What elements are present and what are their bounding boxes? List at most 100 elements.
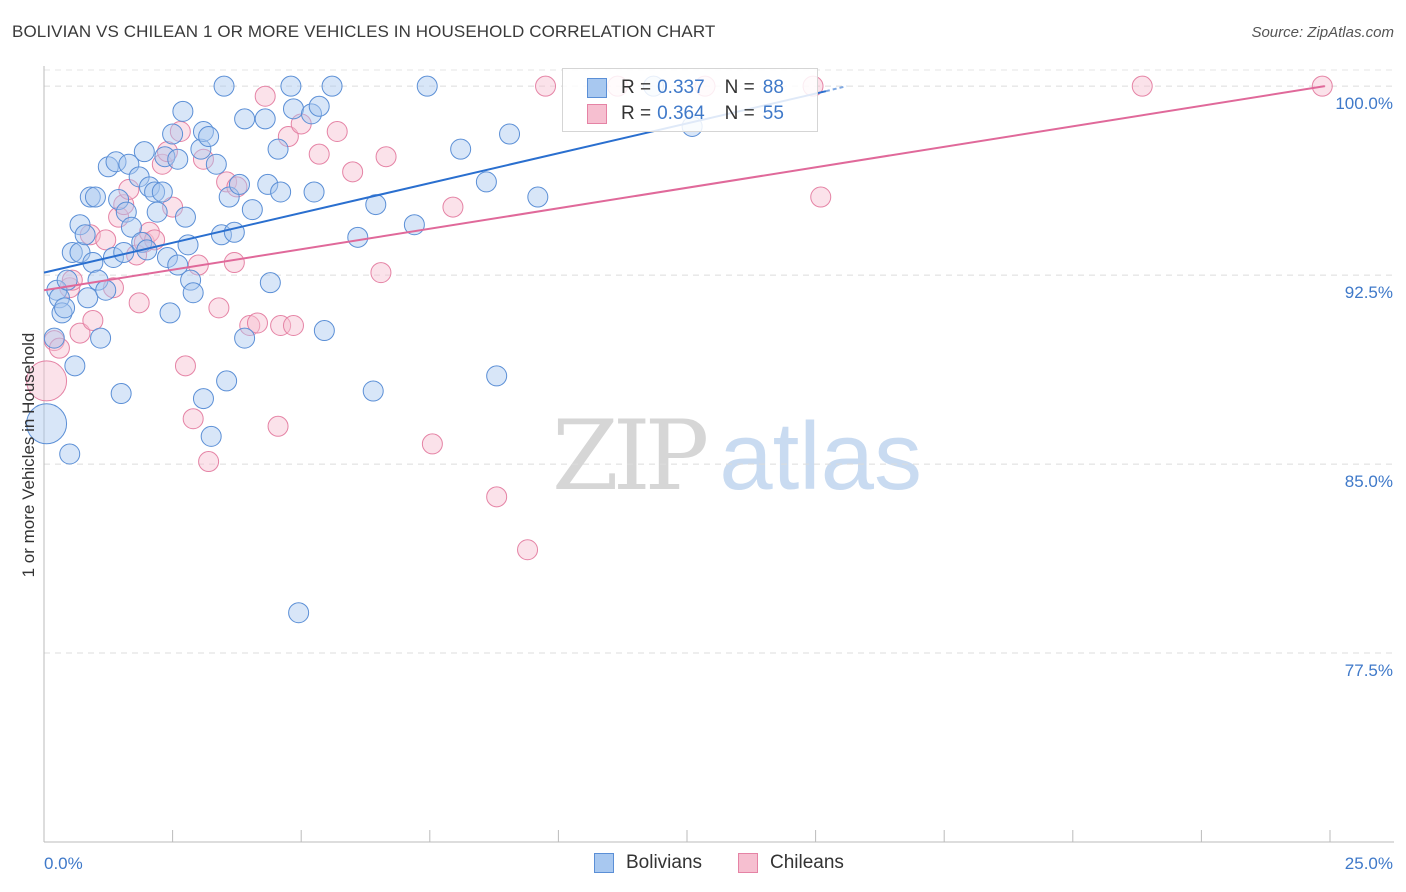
legend-r-value: 0.337 [657,77,705,98]
bolivian-point [69,214,91,236]
legend-item-bolivians[interactable]: Bolivians [594,852,702,874]
chilean-point [95,229,117,251]
bolivian-point [241,199,263,221]
bolivian-point [288,602,310,624]
chilean-point [517,539,539,561]
y-tick-label: 92.5% [1345,283,1393,302]
bolivian-point [362,380,384,402]
bolivian-point [198,126,220,148]
bolivian-point [190,138,212,160]
bolivian-point [146,201,168,223]
bolivian-point [218,186,240,208]
chilean-point [102,277,124,299]
bolivian-point [257,173,279,195]
chilean-point [174,355,196,377]
bolivian-point [486,365,508,387]
legend-n-label: N = [724,77,755,98]
chilean-point [48,337,70,359]
bolivian-point [303,181,325,203]
chileans-points [26,75,1333,561]
chilean-point [128,292,150,314]
x-tick-label: 0.0% [44,854,83,873]
chilean-point [198,451,220,473]
bolivian-point [365,194,387,216]
legend-n-label: N = [724,103,755,124]
chilean-point [370,262,392,284]
bolivian-point [74,224,96,246]
bolivian-point [54,297,76,319]
bolivian-point [154,146,176,168]
bolivian-point [167,148,189,170]
y-tick-label: 77.5% [1345,661,1393,680]
bolivian-point [300,103,322,125]
bolivian-point [26,403,68,445]
bolivian-point [200,425,222,447]
bolivian-point [77,287,99,309]
legend-swatch-chileans [738,853,758,873]
y-axis-title: 1 or more Vehicles in Household [19,333,38,578]
bolivian-point [120,216,142,238]
chilean-point [182,408,204,430]
bolivian-point [216,370,238,392]
bolivian-point [82,252,104,274]
bolivian-point [234,327,256,349]
chilean-point [277,126,299,148]
bolivian-point [282,98,304,120]
legend-n-value: 88 [762,77,784,98]
legend-r-label: R = [621,77,652,98]
bolivian-point [174,206,196,228]
bolivian-point [416,75,438,97]
bolivian-point [79,186,101,208]
legend-label-bolivians: Bolivians [626,852,703,873]
legend-item-chileans[interactable]: Chileans [738,852,844,874]
chilean-point [486,486,508,508]
chilean-point [282,315,304,337]
chilean-point [267,415,289,437]
bolivian-point [180,269,202,291]
chilean-point [223,252,245,274]
bolivian-point [347,226,369,248]
chilean-point [246,312,268,334]
bolivian-point [234,108,256,130]
chilean-point [421,433,443,455]
bolivian-point [90,327,112,349]
legend-swatch-bolivians [587,78,607,98]
x-tick-label: 25.0% [1345,854,1393,873]
bolivian-point [450,138,472,160]
chilean-point [375,146,397,168]
bolivians-trend-extension [825,85,847,93]
correlation-legend: R = 0.337 N = 88 R = 0.364 N = 55 [562,68,818,132]
bolivian-point [156,246,178,268]
bolivian-point [64,355,86,377]
axis-labels: 77.5% 85.0% 92.5% 100.0% 0.0% 25.0% 1 or more … [19,94,1393,873]
bolivian-point [308,95,330,117]
chilean-point [810,186,832,208]
axes [43,66,1394,843]
bolivian-point [280,75,302,97]
bolivian-point [267,138,289,160]
bolivian-point [259,272,281,294]
legend-row-chileans: R = 0.364 N = 55 [587,102,784,126]
legend-row-bolivians: R = 0.337 N = 88 [587,76,784,100]
bolivian-point [84,186,106,208]
chilean-point [270,315,292,337]
legend-label-chileans: Chileans [770,852,844,873]
bolivian-point [151,181,173,203]
chilean-point [69,322,91,344]
y-tick-label: 85.0% [1345,472,1393,491]
chilean-point [326,121,348,143]
bolivian-point [59,443,81,465]
chilean-point [26,360,68,402]
bolivian-point [133,141,155,163]
chilean-point [442,196,464,218]
chilean-point [308,143,330,165]
bolivian-point [192,388,214,410]
bolivians-points [26,75,703,624]
bolivian-point [43,327,65,349]
bolivian-point [105,151,127,173]
bolivian-point [162,123,184,145]
bolivian-point [95,279,117,301]
bolivian-point [313,320,335,342]
legend-r-value: 0.364 [657,103,705,124]
bolivian-point [172,100,194,122]
